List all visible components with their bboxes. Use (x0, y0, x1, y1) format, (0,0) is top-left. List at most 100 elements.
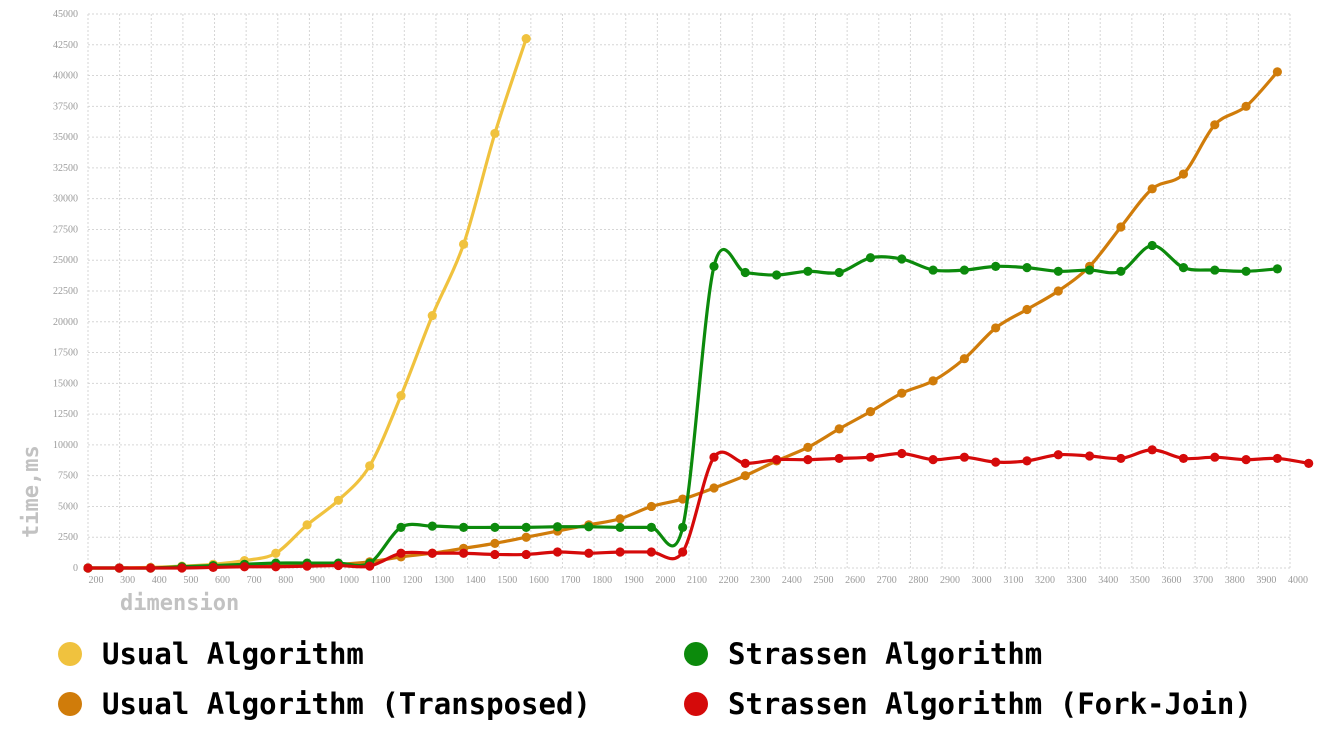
data-point[interactable] (740, 458, 750, 468)
data-point[interactable] (490, 128, 500, 139)
data-point[interactable] (1241, 101, 1251, 111)
data-point[interactable] (959, 354, 969, 364)
data-point[interactable] (740, 267, 750, 278)
data-point[interactable] (897, 388, 907, 398)
data-point[interactable] (897, 254, 907, 264)
data-point[interactable] (615, 514, 625, 524)
data-point[interactable] (1210, 452, 1220, 462)
data-point[interactable] (803, 455, 813, 465)
data-point[interactable] (678, 494, 688, 504)
data-point[interactable] (1178, 263, 1189, 273)
data-point[interactable] (490, 522, 500, 532)
data-point[interactable] (1272, 453, 1282, 464)
data-point[interactable] (396, 548, 406, 558)
data-point[interactable] (803, 442, 813, 452)
data-point[interactable] (427, 548, 437, 558)
data-point[interactable] (1022, 263, 1032, 273)
data-point[interactable] (114, 563, 124, 573)
data-point[interactable] (991, 323, 1001, 333)
data-point[interactable] (615, 522, 625, 532)
data-point[interactable] (1147, 184, 1157, 194)
data-point[interactable] (865, 452, 876, 462)
data-point[interactable] (834, 453, 844, 464)
data-point[interactable] (1022, 304, 1032, 315)
data-point[interactable] (177, 563, 187, 573)
legend-item-usual-transposed[interactable]: Usual Algorithm (Transposed) (58, 680, 591, 728)
data-point[interactable] (709, 261, 719, 271)
data-point[interactable] (865, 407, 876, 417)
data-point[interactable] (458, 548, 469, 558)
data-point[interactable] (834, 267, 844, 278)
data-point[interactable] (552, 547, 563, 557)
data-point[interactable] (333, 560, 343, 571)
data-point[interactable] (83, 563, 93, 573)
data-point[interactable] (427, 521, 437, 531)
data-point[interactable] (458, 522, 469, 532)
data-point[interactable] (396, 522, 406, 532)
legend-item-strassen-fork-join[interactable]: Strassen Algorithm (Fork-Join) (684, 680, 1252, 728)
data-point[interactable] (1116, 222, 1126, 232)
data-point[interactable] (928, 265, 938, 275)
legend-item-usual[interactable]: Usual Algorithm (58, 630, 364, 678)
data-point[interactable] (302, 520, 312, 530)
data-point[interactable] (521, 34, 531, 44)
data-point[interactable] (584, 548, 594, 558)
data-point[interactable] (646, 501, 656, 512)
data-point[interactable] (1084, 451, 1095, 461)
data-point[interactable] (1272, 264, 1282, 274)
data-point[interactable] (521, 532, 531, 542)
data-point[interactable] (959, 265, 969, 275)
data-point[interactable] (1147, 240, 1157, 251)
data-point[interactable] (771, 270, 782, 280)
data-point[interactable] (646, 547, 656, 557)
data-point[interactable] (1147, 445, 1157, 455)
data-point[interactable] (991, 261, 1001, 271)
data-point[interactable] (490, 549, 500, 560)
data-point[interactable] (1053, 266, 1063, 276)
data-point[interactable] (396, 391, 406, 401)
data-point[interactable] (427, 311, 437, 321)
data-point[interactable] (271, 548, 281, 558)
data-point[interactable] (1116, 266, 1126, 276)
data-point[interactable] (302, 561, 312, 571)
data-point[interactable] (678, 547, 688, 557)
data-point[interactable] (208, 562, 218, 572)
data-point[interactable] (709, 452, 719, 462)
data-point[interactable] (1053, 450, 1063, 460)
data-point[interactable] (1084, 265, 1095, 275)
data-point[interactable] (521, 549, 531, 560)
data-point[interactable] (271, 562, 281, 572)
data-point[interactable] (1210, 120, 1220, 130)
data-point[interactable] (365, 461, 375, 471)
data-point[interactable] (709, 483, 719, 493)
data-point[interactable] (959, 452, 969, 462)
data-point[interactable] (803, 266, 813, 276)
data-point[interactable] (1304, 458, 1314, 468)
data-point[interactable] (834, 424, 844, 434)
data-point[interactable] (552, 522, 563, 532)
data-point[interactable] (928, 455, 938, 465)
data-point[interactable] (678, 522, 688, 532)
data-point[interactable] (584, 522, 594, 532)
data-point[interactable] (521, 522, 531, 532)
data-point[interactable] (239, 562, 250, 572)
data-point[interactable] (1022, 456, 1032, 466)
data-point[interactable] (865, 253, 876, 263)
data-point[interactable] (1116, 453, 1126, 464)
data-point[interactable] (1210, 265, 1220, 275)
data-point[interactable] (1178, 169, 1189, 179)
data-point[interactable] (1053, 286, 1063, 296)
data-point[interactable] (991, 457, 1001, 467)
data-point[interactable] (1272, 67, 1282, 77)
data-point[interactable] (740, 471, 750, 481)
data-point[interactable] (771, 455, 782, 465)
data-point[interactable] (897, 448, 907, 459)
legend-item-strassen[interactable]: Strassen Algorithm (684, 630, 1042, 678)
data-point[interactable] (333, 495, 343, 505)
data-point[interactable] (928, 376, 938, 386)
data-point[interactable] (646, 522, 656, 532)
data-point[interactable] (1241, 455, 1251, 465)
data-point[interactable] (1241, 266, 1251, 276)
data-point[interactable] (1178, 453, 1189, 464)
data-point[interactable] (365, 561, 375, 571)
